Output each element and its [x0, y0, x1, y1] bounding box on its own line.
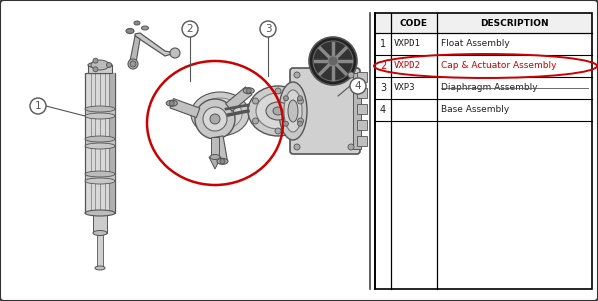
Ellipse shape	[256, 93, 300, 129]
Text: 4: 4	[380, 105, 386, 115]
Circle shape	[298, 118, 304, 124]
Ellipse shape	[91, 60, 109, 70]
Ellipse shape	[243, 88, 254, 94]
Ellipse shape	[279, 82, 307, 140]
Bar	[357, 120, 367, 130]
Text: Cap & Actuator Assembly: Cap & Actuator Assembly	[441, 61, 557, 70]
Circle shape	[93, 58, 98, 63]
Circle shape	[195, 99, 235, 139]
Polygon shape	[170, 98, 200, 118]
Ellipse shape	[85, 178, 115, 184]
Bar	[85, 174, 115, 181]
Circle shape	[313, 41, 353, 81]
Circle shape	[298, 121, 303, 126]
Bar	[375, 13, 592, 289]
Ellipse shape	[85, 210, 115, 216]
Circle shape	[298, 96, 303, 101]
Circle shape	[309, 37, 357, 85]
Bar	[88, 65, 112, 73]
Bar	[97, 231, 103, 268]
Circle shape	[130, 61, 136, 67]
Ellipse shape	[85, 171, 115, 177]
Circle shape	[252, 98, 258, 104]
Text: 2: 2	[187, 24, 193, 34]
Bar	[85, 73, 115, 213]
Polygon shape	[213, 136, 227, 162]
Circle shape	[294, 72, 300, 78]
Circle shape	[252, 118, 258, 124]
Circle shape	[246, 88, 251, 93]
Bar	[109, 73, 115, 213]
Polygon shape	[225, 87, 252, 111]
Circle shape	[348, 144, 354, 150]
Circle shape	[93, 67, 98, 72]
Bar	[357, 72, 367, 82]
Circle shape	[275, 128, 281, 134]
Text: VXP3: VXP3	[394, 83, 416, 92]
Text: 3: 3	[265, 24, 271, 34]
Text: 1: 1	[35, 101, 41, 111]
Bar	[85, 109, 115, 116]
Circle shape	[294, 144, 300, 150]
Ellipse shape	[198, 98, 242, 130]
Circle shape	[298, 98, 304, 104]
Text: VXPD2: VXPD2	[394, 61, 421, 70]
Bar	[357, 104, 367, 114]
Circle shape	[283, 121, 288, 126]
Ellipse shape	[142, 26, 148, 30]
Circle shape	[170, 48, 180, 58]
Ellipse shape	[85, 113, 115, 119]
Ellipse shape	[88, 62, 112, 68]
Circle shape	[220, 159, 225, 164]
Text: CODE: CODE	[400, 18, 428, 27]
Ellipse shape	[284, 90, 302, 132]
FancyBboxPatch shape	[290, 68, 360, 154]
Polygon shape	[209, 157, 221, 169]
Text: Float Assembly: Float Assembly	[441, 39, 509, 48]
Ellipse shape	[248, 86, 308, 136]
Bar	[211, 137, 219, 157]
Polygon shape	[130, 36, 140, 63]
Polygon shape	[135, 33, 175, 56]
Circle shape	[210, 114, 220, 124]
Circle shape	[30, 98, 46, 114]
Text: 1: 1	[380, 39, 386, 49]
Text: Base Assembly: Base Assembly	[441, 105, 509, 114]
Ellipse shape	[93, 231, 107, 235]
Circle shape	[260, 21, 276, 37]
Ellipse shape	[191, 92, 249, 136]
Text: 3: 3	[380, 83, 386, 93]
Circle shape	[128, 59, 138, 69]
Circle shape	[182, 21, 198, 37]
Ellipse shape	[95, 266, 105, 270]
Ellipse shape	[85, 106, 115, 112]
Circle shape	[203, 107, 227, 131]
Text: 2: 2	[380, 61, 386, 71]
Ellipse shape	[126, 29, 134, 33]
Circle shape	[169, 101, 174, 106]
Ellipse shape	[166, 100, 177, 106]
Bar	[357, 136, 367, 146]
Circle shape	[348, 72, 354, 78]
Bar	[375, 13, 592, 33]
Text: VXPD1: VXPD1	[394, 39, 421, 48]
Bar	[357, 88, 367, 98]
Ellipse shape	[210, 154, 220, 160]
Text: DESCRIPTION: DESCRIPTION	[480, 18, 549, 27]
Ellipse shape	[85, 143, 115, 149]
Ellipse shape	[217, 158, 228, 164]
Circle shape	[328, 56, 338, 66]
Bar	[93, 211, 107, 233]
Ellipse shape	[273, 107, 283, 115]
Text: 4: 4	[355, 81, 361, 91]
Text: Diaphragm Assembly: Diaphragm Assembly	[441, 83, 538, 92]
Bar	[353, 73, 361, 149]
Ellipse shape	[85, 136, 115, 142]
Ellipse shape	[266, 102, 290, 120]
Circle shape	[350, 78, 366, 94]
Circle shape	[275, 88, 281, 94]
Ellipse shape	[288, 100, 298, 122]
Ellipse shape	[134, 21, 140, 25]
Circle shape	[283, 96, 288, 101]
